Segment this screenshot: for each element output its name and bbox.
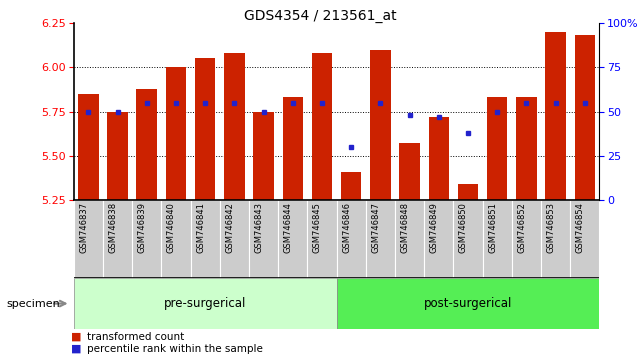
Bar	[253, 112, 274, 200]
Text: pre-surgerical: pre-surgerical	[164, 297, 246, 310]
Bar	[512, 200, 541, 278]
Bar	[341, 172, 362, 200]
Text: ■: ■	[71, 332, 81, 342]
Bar	[307, 200, 337, 278]
Text: GSM746854: GSM746854	[576, 202, 585, 253]
Bar	[278, 200, 307, 278]
Text: GSM746840: GSM746840	[167, 202, 176, 253]
Text: specimen: specimen	[6, 298, 60, 309]
Bar	[574, 35, 595, 200]
Bar	[312, 53, 332, 200]
Bar	[337, 200, 366, 278]
Text: GSM746847: GSM746847	[371, 202, 380, 253]
Text: post-surgerical: post-surgerical	[424, 297, 512, 310]
Bar	[395, 200, 424, 278]
Text: GSM746852: GSM746852	[517, 202, 526, 253]
Bar	[195, 58, 215, 200]
Bar	[399, 143, 420, 200]
Bar	[516, 97, 537, 200]
Text: GSM746841: GSM746841	[196, 202, 205, 253]
Bar	[190, 200, 220, 278]
Text: GSM746849: GSM746849	[429, 202, 438, 253]
Bar	[453, 200, 483, 278]
Text: ■: ■	[71, 344, 81, 354]
Bar	[283, 97, 303, 200]
Bar	[74, 278, 337, 329]
Bar	[487, 97, 508, 200]
Bar	[545, 32, 566, 200]
Bar	[137, 88, 157, 200]
Bar	[366, 200, 395, 278]
Text: GSM746845: GSM746845	[313, 202, 322, 253]
Text: GSM746844: GSM746844	[284, 202, 293, 253]
Bar	[458, 184, 478, 200]
Bar	[162, 200, 190, 278]
Bar	[74, 200, 103, 278]
Bar	[165, 67, 186, 200]
Text: GSM746851: GSM746851	[488, 202, 497, 253]
Text: GSM746838: GSM746838	[108, 202, 117, 253]
Bar	[541, 200, 570, 278]
Text: GSM746837: GSM746837	[79, 202, 88, 253]
Bar	[224, 53, 245, 200]
Text: GSM746842: GSM746842	[226, 202, 235, 253]
Bar	[337, 278, 599, 329]
Bar	[220, 200, 249, 278]
Bar	[132, 200, 162, 278]
Text: GSM746853: GSM746853	[547, 202, 556, 253]
Text: percentile rank within the sample: percentile rank within the sample	[87, 344, 262, 354]
Bar	[103, 200, 132, 278]
Text: GSM746843: GSM746843	[254, 202, 263, 253]
Text: transformed count: transformed count	[87, 332, 184, 342]
Text: GSM746848: GSM746848	[401, 202, 410, 253]
Text: GSM746850: GSM746850	[459, 202, 468, 253]
Text: GSM746839: GSM746839	[138, 202, 147, 253]
Text: GSM746846: GSM746846	[342, 202, 351, 253]
Text: GDS4354 / 213561_at: GDS4354 / 213561_at	[244, 9, 397, 23]
Bar	[429, 117, 449, 200]
Bar	[570, 200, 599, 278]
Bar	[107, 112, 128, 200]
Bar	[78, 94, 99, 200]
Bar	[249, 200, 278, 278]
Bar	[370, 50, 390, 200]
Bar	[424, 200, 453, 278]
Bar	[483, 200, 512, 278]
